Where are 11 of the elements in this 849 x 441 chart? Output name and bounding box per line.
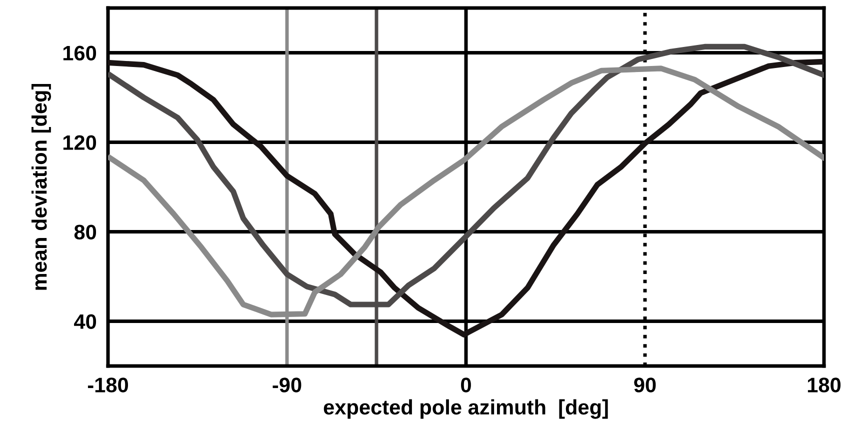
y-tick-label: 40: [74, 314, 96, 330]
x-tick-label: -180: [88, 378, 128, 392]
x-axis-title: expected pole azimuth [deg]: [324, 399, 608, 419]
x-tick-label: 0: [461, 378, 471, 392]
x-tick-label: 180: [808, 378, 841, 392]
y-tick-label: 80: [74, 224, 96, 240]
y-tick-label: 120: [63, 135, 96, 150]
x-tick-label: -90: [272, 378, 302, 392]
y-axis-title: mean deviation [deg]: [32, 84, 52, 290]
y-tick-label: 160: [63, 46, 96, 61]
x-tick-label: 90: [634, 378, 656, 392]
